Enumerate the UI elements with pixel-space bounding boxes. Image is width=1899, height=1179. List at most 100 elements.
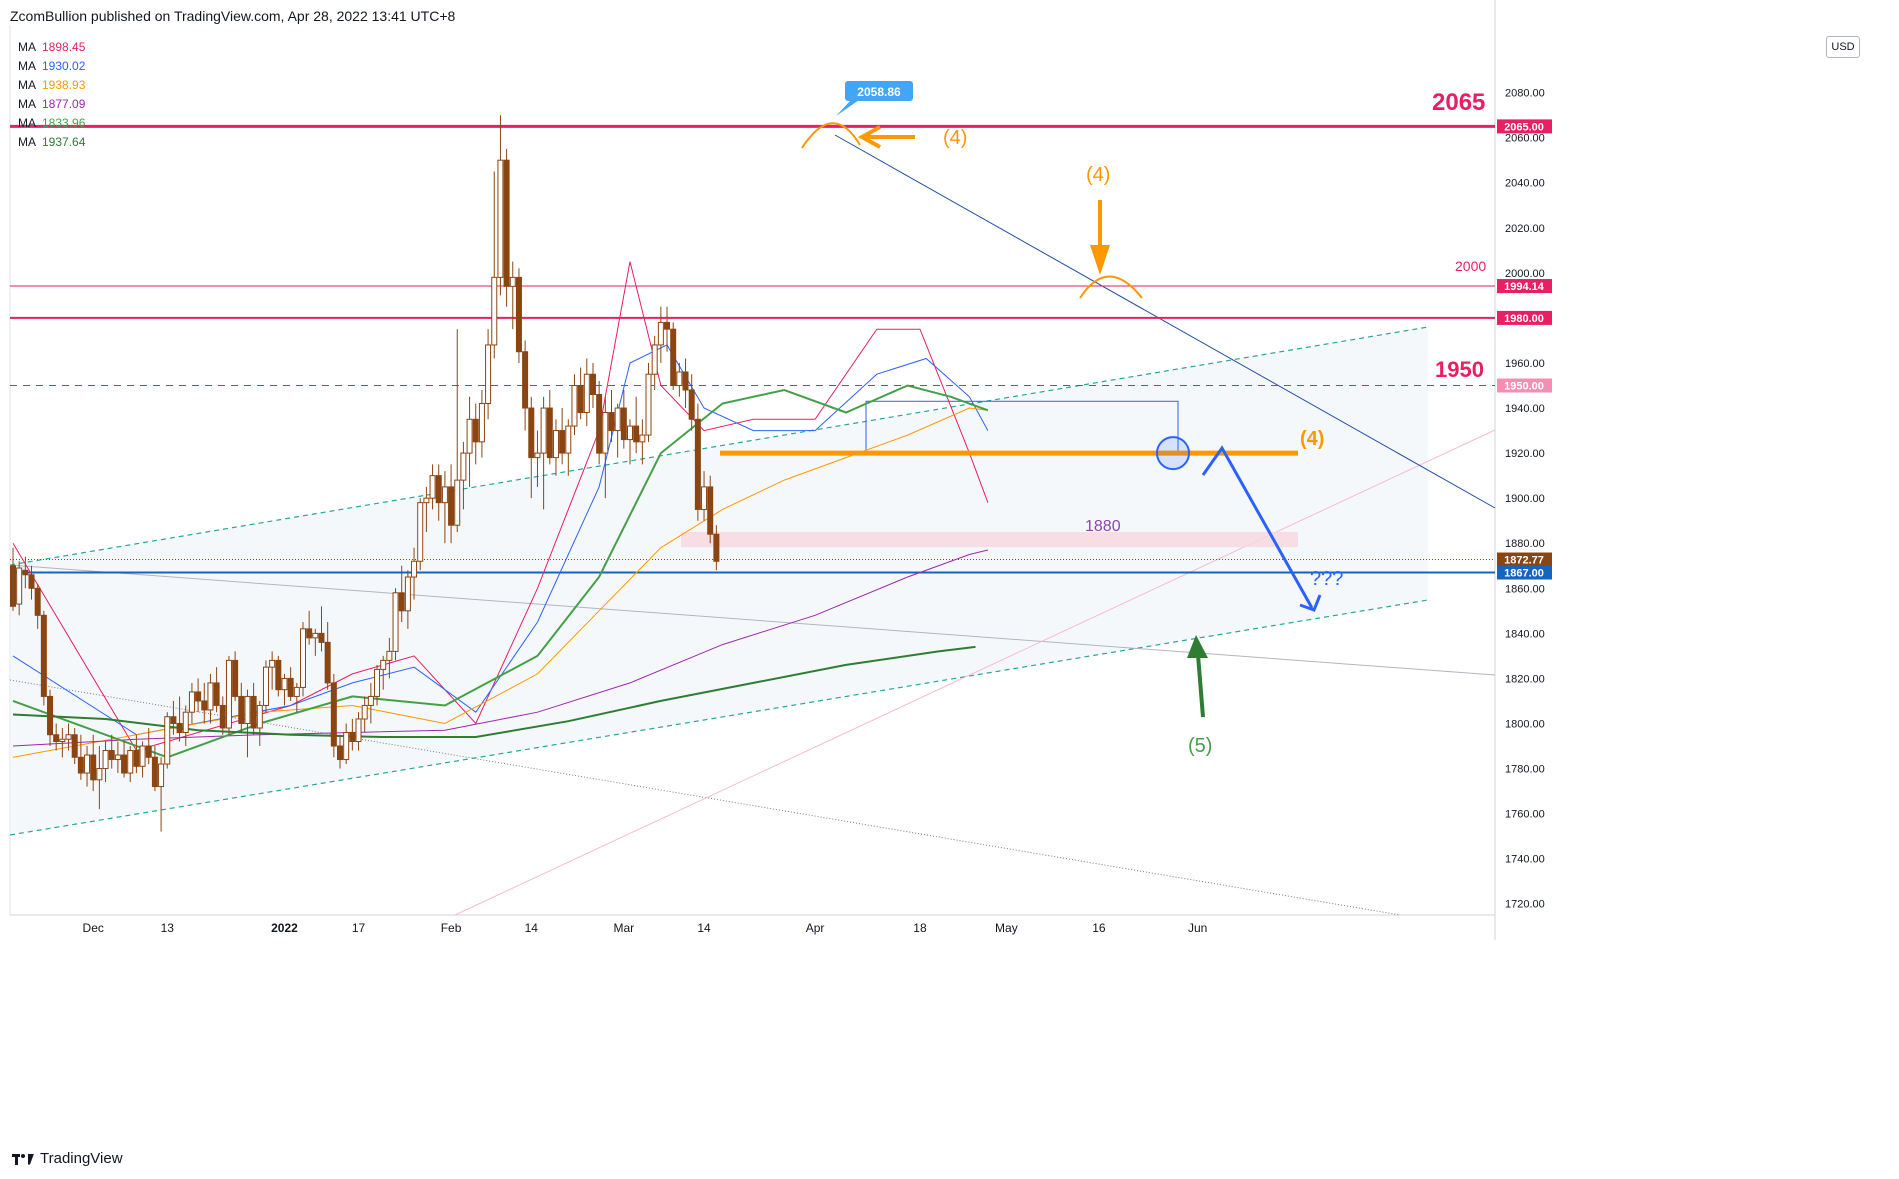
legend-label: MA xyxy=(18,135,36,149)
candle xyxy=(633,396,640,454)
candle xyxy=(552,419,559,476)
candle-body xyxy=(133,750,140,767)
y-tick-label: 2040.00 xyxy=(1505,178,1545,190)
candle-body xyxy=(670,328,677,387)
candle-body xyxy=(71,734,78,758)
candle-body xyxy=(28,574,35,589)
candle-body xyxy=(207,682,214,711)
candle xyxy=(466,396,473,487)
x-tick-label: 16 xyxy=(1092,921,1106,935)
candle xyxy=(299,622,306,697)
candle xyxy=(219,696,226,735)
candle xyxy=(10,547,16,611)
candle xyxy=(306,610,313,645)
candle xyxy=(232,651,239,701)
y-tick-label: 1820.00 xyxy=(1505,673,1545,685)
x-tick-label: Feb xyxy=(441,921,462,935)
candle xyxy=(40,610,47,706)
axis-price-text: 1867.00 xyxy=(1504,568,1544,580)
candle xyxy=(571,374,578,436)
candle-body xyxy=(571,385,578,427)
candle-body xyxy=(565,425,572,454)
candle xyxy=(195,678,202,713)
candle-body xyxy=(398,592,405,612)
candle xyxy=(472,403,479,465)
candle-body xyxy=(645,373,652,436)
candle-body xyxy=(195,691,202,702)
candle xyxy=(65,723,72,751)
y-tick-label: 2020.00 xyxy=(1505,223,1545,235)
candle xyxy=(392,588,399,661)
candle-body xyxy=(522,351,529,409)
blue-arrow-head xyxy=(1299,594,1322,612)
candle xyxy=(676,362,683,397)
candle-body xyxy=(40,614,47,697)
candle-body xyxy=(380,659,387,670)
candle-body xyxy=(102,750,109,770)
x-tick-label: 18 xyxy=(913,921,927,935)
candle xyxy=(114,741,121,774)
candle xyxy=(707,475,714,544)
candle xyxy=(90,734,97,792)
candle xyxy=(281,673,288,706)
x-tick-label: 13 xyxy=(161,921,175,935)
axis-price-text: 1950.00 xyxy=(1504,381,1544,393)
candle-body xyxy=(423,497,430,504)
candle-body xyxy=(651,344,658,375)
axis-price-label: 2065.00 xyxy=(1497,119,1552,133)
pink-support-line xyxy=(454,429,1496,916)
moving-average-line xyxy=(12,645,976,738)
candle xyxy=(182,705,189,747)
candle xyxy=(682,358,689,409)
x-tick-label: 2022 xyxy=(271,921,298,935)
candle-body xyxy=(596,394,603,454)
candle-body xyxy=(620,407,627,441)
peak-label: 2058.86 xyxy=(836,81,913,116)
candle xyxy=(102,741,109,783)
axis-price-bg xyxy=(1497,378,1552,393)
candle-body xyxy=(435,475,442,504)
candle xyxy=(367,682,374,724)
candle-body xyxy=(22,569,29,576)
candle-body xyxy=(540,407,547,454)
candle-body xyxy=(367,695,374,706)
x-tick-label: 14 xyxy=(525,921,539,935)
axis-price-bg xyxy=(1497,565,1552,580)
candle-body xyxy=(497,159,504,278)
candle xyxy=(565,419,572,476)
candle xyxy=(454,329,461,532)
candle-body xyxy=(256,704,263,729)
candle xyxy=(312,628,319,656)
candle-body xyxy=(374,668,381,697)
legend-label: MA xyxy=(18,59,36,73)
candle xyxy=(645,362,652,442)
candle-body xyxy=(429,475,436,499)
y-tick-label: 2080.00 xyxy=(1505,88,1545,100)
candle xyxy=(343,723,350,765)
candle-body xyxy=(182,711,189,733)
candle-body xyxy=(213,682,220,706)
candle-body xyxy=(244,695,251,724)
candle-body xyxy=(127,750,134,774)
candle xyxy=(22,556,29,589)
candle xyxy=(509,261,516,330)
candle-body xyxy=(682,371,689,391)
candle xyxy=(411,547,418,600)
candle-body xyxy=(713,533,720,562)
candle xyxy=(478,390,485,458)
candle-body xyxy=(509,276,516,287)
publisher-header: ZcomBullion published on TradingView.com… xyxy=(10,8,456,24)
wave-4-label-mid: (4) xyxy=(1086,164,1110,186)
candle-body xyxy=(219,704,226,729)
candle xyxy=(497,115,504,296)
candle xyxy=(324,622,331,690)
legend-label: MA xyxy=(18,97,36,111)
level-2065-label: 2065 xyxy=(1432,89,1485,116)
candle-body xyxy=(312,632,319,639)
candle xyxy=(77,734,84,780)
currency-button[interactable]: USD xyxy=(1826,36,1860,58)
peak-label-bg xyxy=(845,81,913,101)
candle-body xyxy=(392,592,399,652)
candle xyxy=(614,403,621,458)
